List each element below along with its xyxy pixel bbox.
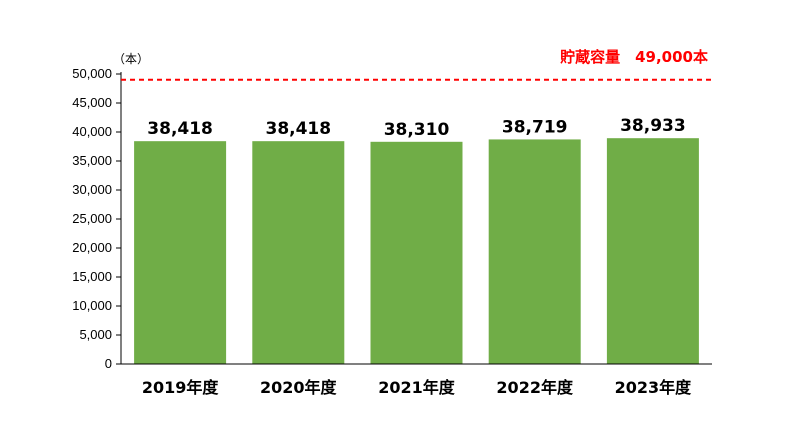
y-tick-label: 0 — [105, 356, 112, 371]
y-tick-label: 10,000 — [72, 298, 112, 313]
x-category-label: 2023年度 — [615, 378, 693, 397]
reference-line-label: 貯蔵容量 49,000本 — [560, 48, 708, 66]
plot-area: 0 5,000 10,000 15,000 20,000 25,000 30,000 35,0… — [72, 66, 699, 397]
y-tick-label: 15,000 — [72, 269, 112, 284]
y-tick-label: 35,000 — [72, 153, 112, 168]
y-tick-label: 20,000 — [72, 240, 112, 255]
bar-2022年度 — [488, 139, 581, 364]
bar-2020年度 — [252, 141, 345, 364]
bar-2023年度 — [606, 138, 699, 364]
data-label: 38,933 — [620, 116, 686, 136]
x-category-label: 2019年度 — [142, 378, 220, 397]
x-category-label: 2021年度 — [378, 378, 456, 397]
data-label: 38,719 — [502, 117, 568, 137]
y-axis-unit-label: （本） — [113, 52, 149, 66]
data-label: 38,310 — [384, 120, 450, 140]
data-label: 38,418 — [147, 119, 213, 139]
y-tick-label: 30,000 — [72, 182, 112, 197]
y-tick-label: 45,000 — [72, 95, 112, 110]
x-category-label: 2020年度 — [260, 378, 338, 397]
bar-2019年度 — [134, 141, 227, 364]
y-tick-label: 25,000 — [72, 211, 112, 226]
y-tick-label: 50,000 — [72, 66, 112, 81]
y-tick-label: 5,000 — [79, 327, 112, 342]
data-label: 38,418 — [265, 119, 331, 139]
y-tick-label: 40,000 — [72, 124, 112, 139]
x-category-label: 2022年度 — [496, 378, 574, 397]
bar-2021年度 — [370, 141, 463, 364]
